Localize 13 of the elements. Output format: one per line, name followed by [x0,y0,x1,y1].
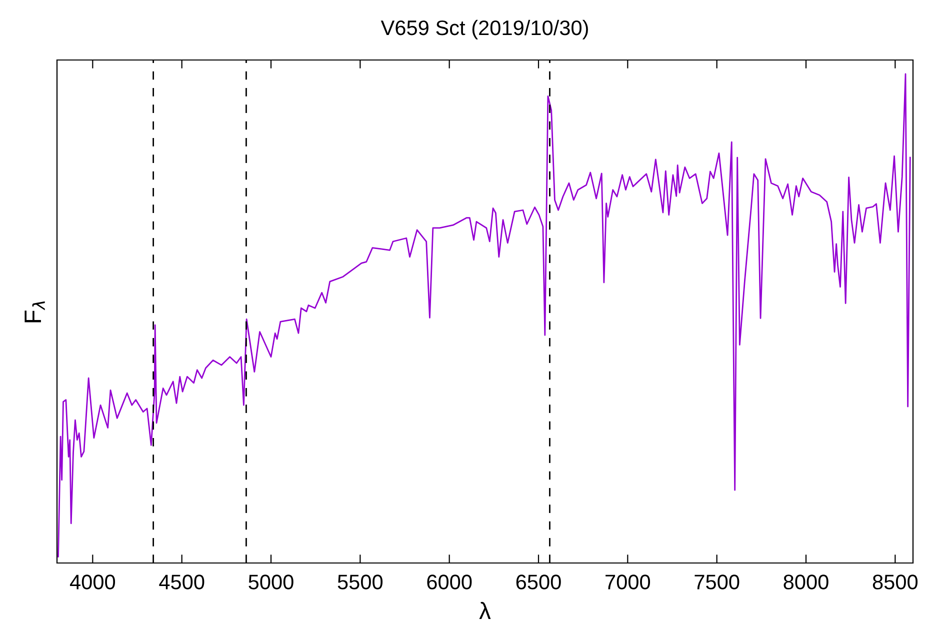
x-tick-label: 4500 [159,574,204,590]
x-tick-label: 6500 [516,574,561,590]
x-tick-label: 4000 [70,574,116,590]
x-tick-label: 5500 [338,574,383,590]
x-tick-label: 7000 [606,574,650,590]
x-tick-label: 6000 [427,574,472,590]
x-tick-label: 5000 [248,574,294,590]
x-axis-title: λ [479,602,491,619]
x-tick-label: 8000 [784,574,828,590]
y-axis-title: F$_{λ}$ [24,301,45,322]
x-tick-label: 7500 [694,574,740,590]
chart-title: V659 Sct (2019/10/30) [380,20,588,40]
x-tick-label: 8500 [872,574,918,590]
